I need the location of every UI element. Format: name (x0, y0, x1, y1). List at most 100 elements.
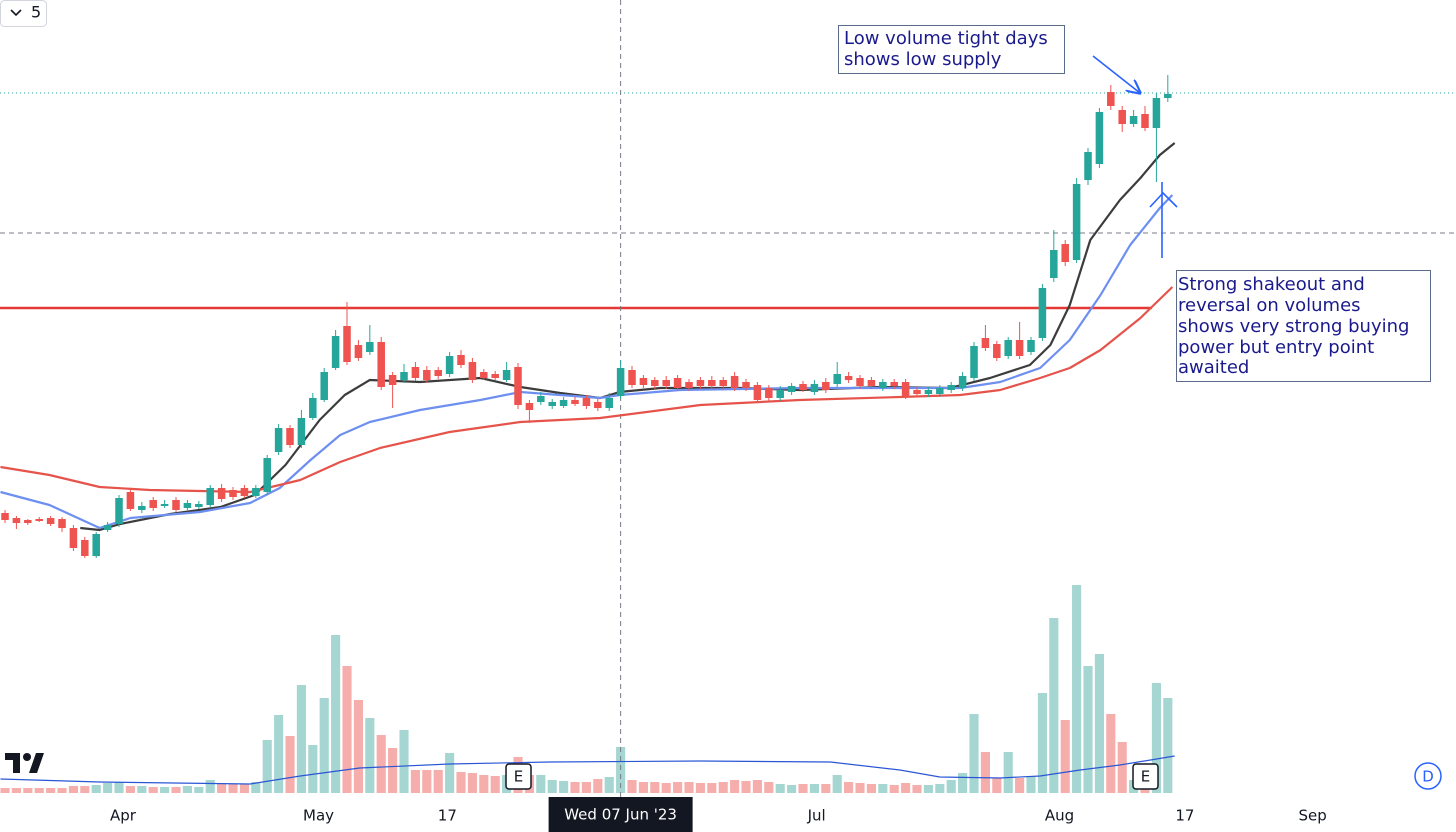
volume-bar (228, 784, 238, 793)
candle-body (936, 388, 944, 394)
volume-ma-line (0, 755, 1175, 785)
volume-bar (1163, 698, 1173, 793)
candle-body (685, 382, 693, 388)
volume-bar (855, 783, 865, 793)
volume-bar (1094, 654, 1104, 793)
volume-bar (730, 780, 740, 793)
volume-bar (34, 788, 44, 793)
volume-bar (490, 776, 500, 793)
x-tick-label: 17 (438, 807, 457, 825)
x-tick-label: Jul (807, 807, 826, 825)
collapse-button[interactable] (0, 0, 47, 27)
candle-body (958, 376, 967, 388)
candle-body (867, 380, 876, 386)
candle-body (491, 374, 499, 378)
volume-bar (46, 788, 56, 793)
logo (5, 753, 44, 773)
volume-bar (285, 736, 295, 793)
candle-body (252, 488, 260, 496)
volume-bar (787, 785, 797, 793)
volume-bar (399, 730, 409, 793)
volume-bar (718, 782, 728, 793)
candle-body (92, 534, 100, 556)
candle-body (366, 342, 374, 352)
volume-bar (559, 781, 569, 793)
volume-bar (1049, 618, 1059, 793)
volume-bar (593, 779, 603, 793)
volume-bar (262, 740, 272, 793)
moving-average-line (0, 286, 1174, 494)
candle-body (138, 506, 146, 510)
volume-bar (878, 784, 888, 793)
volume-bar (456, 772, 466, 793)
candle-body (183, 503, 192, 508)
volume-bar (376, 735, 386, 793)
candle-body (81, 540, 89, 556)
candle-body (639, 378, 648, 385)
candle-body (297, 418, 306, 445)
volume-bar (296, 685, 306, 793)
candle-body (1118, 110, 1126, 124)
volume-bar (365, 718, 375, 793)
volume-bar (194, 787, 204, 793)
earnings-label: E (1141, 768, 1150, 786)
volume-bar (969, 714, 979, 793)
candle-body (537, 396, 545, 402)
annotation-box (1176, 270, 1431, 382)
volume-bar (1003, 752, 1013, 793)
candle-body (548, 402, 556, 406)
candle-body (1004, 340, 1012, 356)
volume-bar (764, 782, 774, 793)
volume-bar (80, 786, 90, 793)
volume-bar (547, 780, 557, 793)
volume-bar (410, 770, 420, 793)
candle-body (103, 525, 112, 530)
volume-bar (103, 783, 113, 793)
annotation-line: Low volume tight days (844, 28, 1048, 49)
volume-bar (251, 782, 261, 793)
candle-body (69, 528, 78, 548)
crosshair-label: Wed 07 Jun '23 (564, 806, 677, 824)
volume-pane (0, 585, 1175, 793)
candle-body (35, 519, 43, 521)
candle-body (1027, 340, 1035, 352)
candle-body (765, 388, 773, 398)
candle-body (719, 380, 727, 386)
volume-bar (923, 785, 933, 793)
candle-body (594, 402, 602, 408)
candle-body (46, 518, 55, 524)
candle-body (1152, 98, 1161, 128)
candle-body (1072, 184, 1081, 260)
volume-bar (445, 753, 455, 793)
volume-bar (707, 783, 717, 793)
mode-button[interactable] (1414, 762, 1442, 790)
arrow (1092, 55, 1140, 93)
volume-bar (741, 781, 751, 793)
volume-bar (217, 784, 227, 793)
candle-body (286, 428, 294, 445)
volume-bar (388, 748, 398, 793)
volume-bar (1026, 776, 1036, 793)
candle-body (856, 378, 864, 386)
candle-body (1, 513, 9, 520)
candle-body (195, 504, 203, 507)
volume-bar (752, 780, 762, 793)
volume-bar (844, 782, 854, 793)
candle-body (799, 384, 807, 390)
candle-body (240, 488, 249, 496)
volume-bar (422, 770, 432, 793)
volume-bar (821, 784, 831, 793)
candle-body (1164, 94, 1172, 98)
price-pane (0, 0, 1456, 798)
candle-body (822, 382, 830, 390)
volume-bar (467, 773, 477, 793)
x-tick-label: Apr (110, 807, 137, 825)
volume-bar (23, 788, 33, 793)
x-tick-label: Aug (1045, 807, 1074, 825)
candle-body (833, 374, 841, 384)
volume-bar (308, 745, 318, 793)
earnings-marker (505, 763, 532, 790)
candle-body (388, 375, 397, 385)
